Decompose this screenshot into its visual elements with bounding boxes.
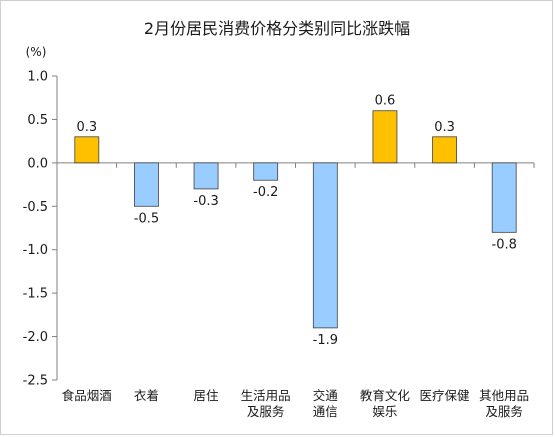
bar bbox=[74, 136, 100, 164]
category-label: 生活用品 bbox=[241, 388, 291, 403]
y-tick-label: -1.5 bbox=[23, 287, 48, 302]
y-tick-label: -1.0 bbox=[23, 243, 48, 258]
category-label: 医疗保健 bbox=[420, 388, 471, 403]
category-label: 通信 bbox=[313, 404, 338, 419]
category-label: 交通 bbox=[313, 388, 339, 403]
y-axis-unit-label: (%) bbox=[26, 45, 47, 59]
category-label: 娱乐 bbox=[372, 404, 397, 419]
bar bbox=[134, 162, 159, 207]
category-label: 及服务 bbox=[485, 404, 523, 419]
category-label: 及服务 bbox=[247, 404, 285, 419]
bar bbox=[193, 162, 219, 190]
data-label: 0.3 bbox=[76, 120, 97, 135]
bar bbox=[253, 162, 279, 181]
category-label: 居住 bbox=[194, 388, 220, 403]
labels-group: 0.3食品烟酒-0.5衣着-0.3居住-0.2生活用品及服务-1.9交通通信0.… bbox=[62, 94, 529, 419]
category-label: 其他用品 bbox=[479, 388, 529, 403]
y-tick-label: -2.5 bbox=[23, 374, 48, 389]
bar bbox=[432, 136, 457, 164]
bars-group bbox=[74, 110, 517, 329]
bar bbox=[372, 110, 398, 164]
bar bbox=[491, 162, 517, 233]
data-label: -0.2 bbox=[253, 185, 278, 200]
y-tick-label: 0.0 bbox=[27, 156, 48, 171]
data-label: -0.8 bbox=[492, 237, 517, 252]
y-tick-label: -0.5 bbox=[23, 200, 48, 215]
bar bbox=[312, 162, 338, 329]
data-label: 0.6 bbox=[375, 94, 396, 109]
data-label: -1.9 bbox=[313, 333, 338, 348]
category-label: 衣着 bbox=[134, 388, 159, 403]
axes: 1.0 0.5 0.0 -0.5 -1.0 -1.5 -2.0 -2.5 bbox=[23, 70, 535, 389]
chart-title: 2月份居民消费价格分类别同比涨跌幅 bbox=[144, 19, 410, 38]
data-label: -0.3 bbox=[193, 194, 218, 209]
data-label: 0.3 bbox=[434, 120, 455, 135]
category-label: 教育文化 bbox=[360, 388, 411, 403]
y-tick-label: 1.0 bbox=[27, 70, 48, 85]
y-tick-label: -2.0 bbox=[23, 330, 48, 345]
category-label: 食品烟酒 bbox=[62, 388, 112, 403]
data-label: -0.5 bbox=[134, 211, 159, 226]
y-tick-label: 0.5 bbox=[27, 113, 48, 128]
